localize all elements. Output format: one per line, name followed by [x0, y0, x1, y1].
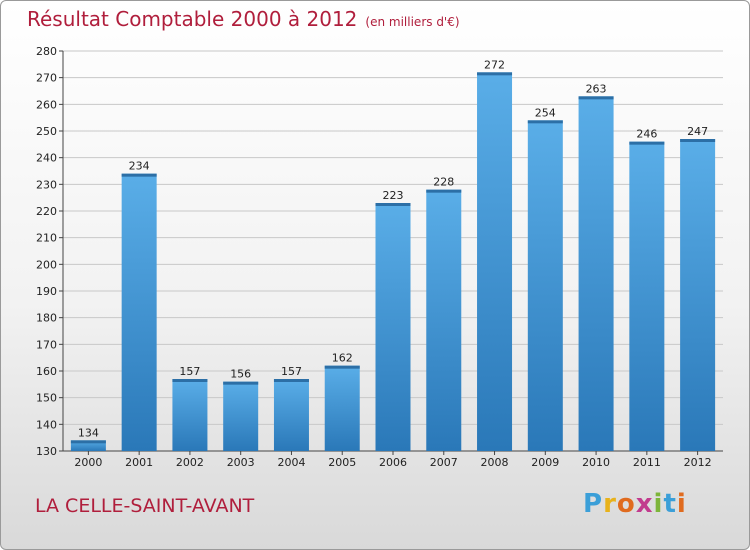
data-label: 246: [636, 128, 657, 141]
x-tick-label: 2006: [379, 456, 407, 469]
bar: [273, 379, 309, 451]
y-tick-label: 220: [36, 205, 57, 218]
data-label: 272: [484, 58, 505, 71]
label-layer: 134 234 157 156 157 162 223 228 272 254 263 246 247: [78, 58, 708, 439]
bar-top-edge: [375, 203, 411, 206]
y-tick-label: 170: [36, 338, 57, 351]
y-tick-label: 240: [36, 152, 57, 165]
data-label: 223: [383, 189, 404, 202]
bar-top-edge: [629, 141, 665, 145]
x-tick-label: 2001: [125, 456, 153, 469]
bar-top-edge: [273, 379, 309, 382]
bar: [121, 173, 157, 451]
axis-layer: 130 140 150 160 170 180 190 200 210 220 230 240 250 2…: [36, 45, 723, 469]
x-tick-label: 2003: [227, 456, 255, 469]
bar: [477, 72, 513, 451]
bar: [527, 120, 563, 451]
x-tick-label: 2000: [74, 456, 102, 469]
x-tick-label: 2008: [481, 456, 509, 469]
x-tick-label: 2012: [684, 456, 712, 469]
x-tick-label: 2010: [582, 456, 610, 469]
logo-letter: i: [676, 489, 687, 519]
chart-unit: (en milliers d'€): [365, 15, 460, 29]
y-tick-label: 180: [36, 312, 57, 325]
x-tick-label: 2009: [531, 456, 559, 469]
bar-top-edge: [477, 72, 513, 76]
data-label: 234: [129, 160, 150, 173]
y-tick-label: 130: [36, 445, 57, 458]
chart-title-text: Résultat Comptable 2000 à 2012: [27, 7, 358, 31]
logo-letter: t: [663, 489, 677, 519]
data-label: 134: [78, 426, 99, 439]
y-tick-label: 150: [36, 392, 57, 405]
y-tick-label: 270: [36, 72, 57, 85]
x-tick-label: 2005: [328, 456, 356, 469]
proxiti-logo: Proxiti: [583, 489, 687, 519]
x-tick-label: 2007: [430, 456, 458, 469]
logo-letter: P: [583, 489, 604, 519]
data-label: 263: [586, 82, 607, 95]
bar-top-edge: [426, 189, 462, 193]
x-tick-label: 2004: [277, 456, 305, 469]
data-label: 162: [332, 352, 353, 365]
bar-layer: [70, 72, 716, 451]
y-tick-label: 140: [36, 418, 57, 431]
data-label: 157: [179, 365, 200, 378]
y-tick-label: 190: [36, 285, 57, 298]
data-label: 228: [433, 176, 454, 189]
bar-top-edge: [121, 173, 157, 177]
y-tick-label: 160: [36, 365, 57, 378]
bar: [680, 139, 716, 451]
bar-top-edge: [680, 139, 716, 142]
bar: [324, 365, 360, 451]
bar-top-edge: [70, 440, 106, 444]
location-name: LA CELLE-SAINT-AVANT: [35, 495, 255, 517]
data-label: 156: [230, 368, 251, 381]
x-tick-label: 2002: [176, 456, 204, 469]
bar-top-edge: [578, 96, 614, 100]
logo-letter: o: [616, 489, 636, 519]
logo-letter: x: [635, 489, 654, 519]
bar-top-edge: [324, 365, 360, 369]
bar: [426, 189, 462, 451]
y-tick-label: 250: [36, 125, 57, 138]
bar-top-edge: [527, 120, 563, 124]
bar: [375, 203, 411, 451]
x-tick-label: 2011: [633, 456, 661, 469]
y-tick-label: 200: [36, 258, 57, 271]
data-label: 254: [535, 106, 556, 119]
data-label: 157: [281, 365, 302, 378]
y-tick-label: 230: [36, 178, 57, 191]
bar-top-edge: [172, 379, 208, 382]
data-label: 247: [687, 125, 708, 138]
y-tick-label: 210: [36, 232, 57, 245]
bar: [578, 96, 614, 451]
bar: [172, 379, 208, 451]
y-tick-label: 260: [36, 98, 57, 111]
logo-letter: r: [603, 489, 617, 519]
chart-title: Résultat Comptable 2000 à 2012 (en millie…: [27, 7, 460, 31]
bar: [223, 381, 259, 451]
bar: [70, 440, 106, 451]
logo-letter: i: [653, 489, 664, 519]
bar: [629, 141, 665, 451]
bar-top-edge: [223, 381, 259, 385]
y-tick-label: 280: [36, 45, 57, 58]
